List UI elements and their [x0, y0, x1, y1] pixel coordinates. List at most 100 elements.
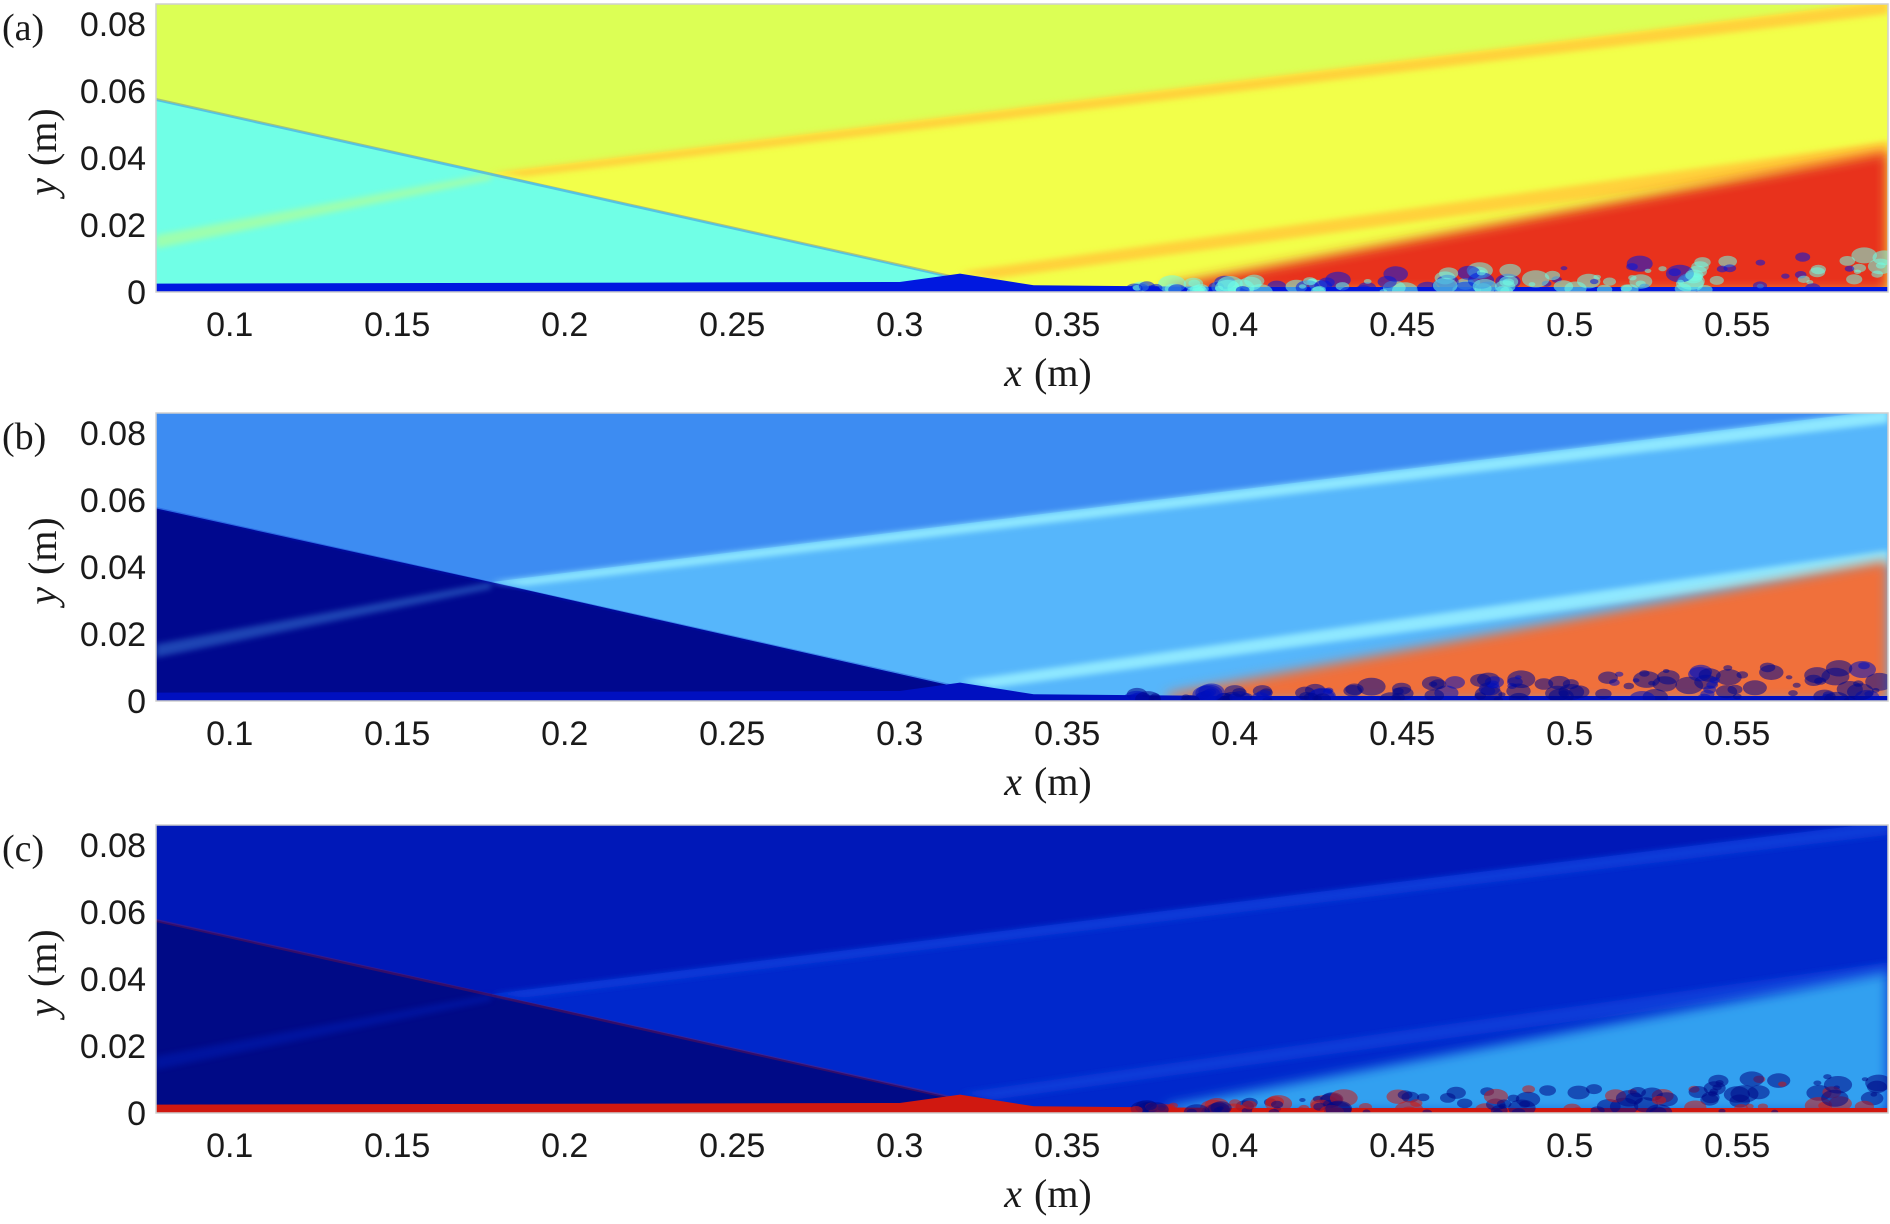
x-tick-label: 0.35 [1034, 306, 1100, 344]
heatmap-field [155, 412, 1889, 702]
x-tick-label: 0.4 [1211, 306, 1258, 344]
x-tick-label: 0.5 [1546, 715, 1593, 753]
shear-band-lower [960, 550, 1888, 688]
wall-eddies [1123, 660, 1888, 701]
y-axis-label-unit: (m) [20, 929, 65, 987]
y-axis-label: y (m) [20, 929, 65, 1021]
y-tick-label: 0.08 [80, 6, 146, 44]
compression-band [156, 173, 491, 249]
y-axis-label: y (m) [20, 108, 65, 200]
x-tick-label: 0.55 [1704, 306, 1770, 344]
y-tick-label: 0.04 [80, 140, 146, 178]
x-tick-label: 0.55 [1704, 715, 1770, 753]
x-tick-label: 0.5 [1546, 306, 1593, 344]
incident-shock [156, 918, 961, 1102]
panel-b: (b) 00.020.040.060.08 0.1 0.15 0.2 0.25 0.3 0… [2, 412, 1889, 804]
x-axis-label: x (m) [1003, 1171, 1092, 1216]
y-tick-labels: 0 0.02 0.04 0.06 0.08 [80, 415, 146, 721]
panel-c: (c) 0 0.02 0.04 0.06 0.08 0.1 0.15 0.2 0.25 0.3 0… [2, 824, 1889, 1216]
y-tick-label: 0.04 [80, 961, 146, 999]
y-axis-label-var: y [20, 178, 65, 200]
x-tick-label: 0.1 [206, 1127, 253, 1165]
shear-band-lower [960, 141, 1888, 279]
x-tick-label: 0.55 [1704, 1127, 1770, 1165]
x-axis-label-var: x [1003, 350, 1022, 395]
panel-a: (a) 00.020.040.060.08 0.1 0.15 0.2 0.25 0.3 0… [2, 3, 1889, 395]
turbulent-region [1167, 560, 1888, 701]
x-axis-label-var: x [1003, 1171, 1022, 1216]
panel-label: (b) [2, 416, 46, 458]
shear-band-lower [960, 962, 1888, 1100]
y-tick-label: 0 [127, 1095, 146, 1133]
x-tick-label: 0.15 [364, 715, 430, 753]
x-tick-label: 0.45 [1369, 1127, 1435, 1165]
y-axis-label-unit: (m) [20, 108, 65, 166]
x-axis-label-unit: (m) [1034, 350, 1092, 395]
wall-eddies [1129, 1071, 1888, 1113]
shear-band [491, 825, 1888, 998]
y-tick-label: 0 [127, 274, 146, 312]
x-tick-label: 0.1 [206, 715, 253, 753]
y-axis-label-var: y [20, 999, 65, 1021]
shear-band [491, 413, 1888, 586]
x-tick-label: 0.5 [1546, 1127, 1593, 1165]
x-tick-label: 0.35 [1034, 1127, 1100, 1165]
y-tick-labels: 0 0.02 0.04 0.06 0.08 [80, 827, 146, 1133]
x-tick-label: 0.45 [1369, 715, 1435, 753]
x-tick-label: 0.15 [364, 306, 430, 344]
y-tick-label: 0.02 [80, 616, 146, 654]
x-tick-label: 0.3 [876, 1127, 923, 1165]
x-tick-label: 0.35 [1034, 715, 1100, 753]
x-tick-labels: 0.1 0.15 0.2 0.25 0.3 0.35 0.4 0.45 0.5 0.55 [206, 715, 1770, 753]
x-tick-label: 0.45 [1369, 306, 1435, 344]
pre-shock-region [156, 920, 960, 1113]
x-tick-labels: 0.1 0.15 0.2 0.25 0.3 0.35 0.4 0.45 0.5 0.55 [206, 306, 1770, 344]
compression-band [156, 582, 491, 658]
panel-label: (c) [2, 828, 44, 870]
x-tick-label: 0.25 [699, 1127, 765, 1165]
y-tick-label: 0.08 [80, 827, 146, 865]
x-tick-label: 0.2 [541, 1127, 588, 1165]
wall-eddies [1126, 247, 1888, 292]
x-tick-label: 0.2 [541, 306, 588, 344]
x-tick-label: 0.25 [699, 306, 765, 344]
y-axis-label-var: y [20, 587, 65, 609]
y-tick-label: 0.08 [80, 415, 146, 453]
y-axis-label-unit: (m) [20, 517, 65, 575]
y-tick-label: 0.06 [80, 482, 146, 520]
x-tick-label: 0.4 [1211, 715, 1258, 753]
x-tick-label: 0.4 [1211, 1127, 1258, 1165]
panel-label: (a) [2, 7, 44, 49]
x-tick-label: 0.3 [876, 715, 923, 753]
x-tick-label: 0.15 [364, 1127, 430, 1165]
x-axis-label-var: x [1003, 759, 1022, 804]
incident-shock [156, 97, 961, 281]
heatmap-field [155, 3, 1889, 293]
x-tick-label: 0.3 [876, 306, 923, 344]
x-axis-label: x (m) [1003, 350, 1092, 395]
y-tick-label: 0.02 [80, 1028, 146, 1066]
x-axis-label: x (m) [1003, 759, 1092, 804]
x-tick-label: 0.2 [541, 715, 588, 753]
y-tick-label: 0.04 [80, 549, 146, 587]
y-tick-label: 0.02 [80, 207, 146, 245]
y-tick-label: 0.06 [80, 894, 146, 932]
turbulent-region [1167, 972, 1888, 1113]
shear-band [491, 4, 1888, 177]
x-tick-label: 0.1 [206, 306, 253, 344]
pre-shock-region [156, 99, 960, 292]
compression-band [156, 994, 491, 1070]
pre-shock-region [156, 508, 960, 701]
y-tick-labels: 0 0.02 0.04 0.06 0.08 [80, 6, 146, 312]
x-axis-label-unit: (m) [1034, 759, 1092, 804]
x-tick-label: 0.25 [699, 715, 765, 753]
boundary-layer [156, 1094, 1888, 1113]
y-tick-label: 0 [127, 683, 146, 721]
incident-shock [156, 506, 961, 690]
x-axis-label-unit: (m) [1034, 1171, 1092, 1216]
turbulent-region [1167, 151, 1888, 292]
y-tick-label: 0.06 [80, 73, 146, 111]
heatmap-field [155, 824, 1889, 1114]
y-axis-label: y (m) [20, 517, 65, 609]
